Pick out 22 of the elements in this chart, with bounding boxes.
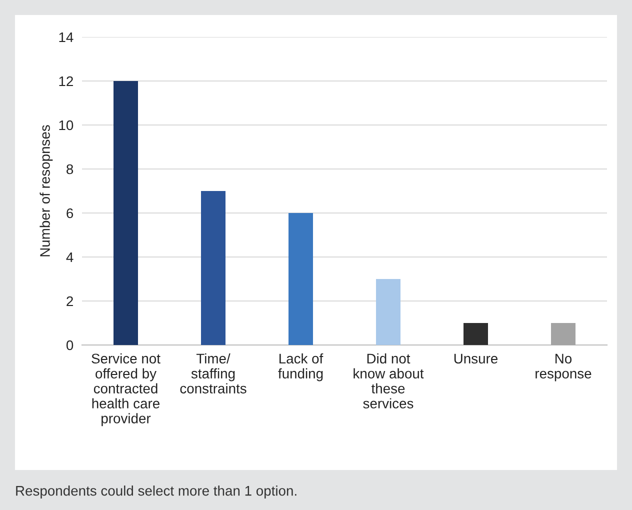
x-tick-label: Did not know about these services	[354, 353, 424, 408]
bar	[551, 323, 576, 345]
x-tick-label: Lack of funding	[278, 353, 324, 382]
y-tick-label: 0	[66, 340, 74, 350]
y-tick-label: 2	[66, 296, 73, 306]
y-tick-label: 12	[59, 76, 73, 86]
y-tick-label: 14	[59, 32, 74, 42]
y-axis-title: Number of resopnses	[40, 125, 53, 256]
text: Respondents could select more than 1 option.	[16, 486, 296, 498]
bar	[464, 323, 488, 345]
y-tick-label: 8	[66, 164, 74, 174]
x-tick-label: Time/ staffing constraints	[180, 353, 246, 394]
y-tick-label: 10	[59, 120, 74, 130]
x-tick-label: No response	[536, 354, 592, 382]
bar	[114, 81, 138, 345]
y-tick-label: 6	[66, 208, 74, 218]
bar	[288, 213, 313, 345]
y-tick-label: 4	[66, 252, 74, 262]
x-tick-label: Service not offered by contracted health care provider	[92, 353, 160, 426]
bar	[201, 191, 226, 345]
x-tick-label: Unsure	[454, 354, 498, 364]
bar	[376, 279, 400, 345]
